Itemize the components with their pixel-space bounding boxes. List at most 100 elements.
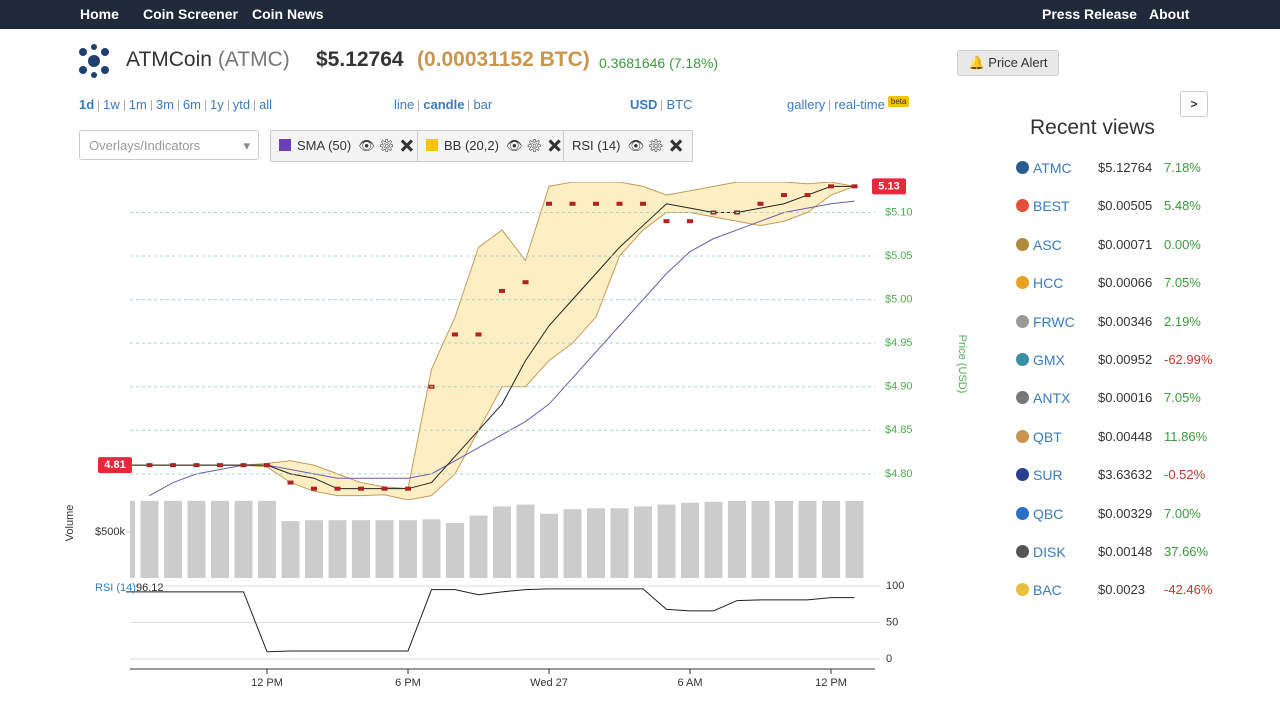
option-link[interactable]: real-time [834, 97, 885, 112]
coin-icon [1016, 314, 1029, 328]
indicator-chip[interactable]: SMA (50) 👁 ⚙ ✖ [270, 130, 425, 162]
option-link[interactable]: bar [473, 97, 493, 112]
indicator-chip[interactable]: BB (20,2) 👁 ⚙ ✖ [417, 130, 572, 162]
coin-change: 5.48% [1164, 198, 1201, 214]
y-tick-label: $4.95 [885, 337, 913, 349]
volume-bars [130, 500, 864, 578]
coin-symbol[interactable]: DISK [1033, 544, 1066, 560]
coin-price: $3.63632 [1098, 467, 1153, 483]
y-tick-label: $5.10 [885, 206, 913, 218]
mode-selector: gallery real-time beta [787, 96, 910, 112]
separator [123, 100, 125, 112]
price-badge-label: 5.13 [878, 180, 899, 192]
nav-link[interactable]: Coin News [252, 6, 324, 22]
nav-link[interactable]: About [1149, 6, 1190, 22]
coin-price: $0.00071 [1098, 236, 1153, 252]
option-link[interactable]: BTC [666, 97, 693, 112]
separator [98, 100, 100, 112]
volume-bar [751, 500, 770, 578]
coin-symbol[interactable]: FRWC [1033, 313, 1075, 330]
coin-symbol[interactable]: ANTX [1033, 390, 1071, 407]
volume-bar [352, 520, 370, 578]
option-link[interactable]: 1d [79, 97, 95, 112]
rsi-label: RSI (14): [95, 582, 139, 594]
coin-symbol[interactable]: HCC [1033, 275, 1064, 292]
rsi-tick-label: 50 [886, 616, 898, 628]
option-link[interactable]: line [394, 97, 415, 112]
volume-bar [234, 500, 253, 578]
price-alert-button[interactable]: 🔔 Price Alert [957, 50, 1059, 76]
close-mark [240, 463, 247, 468]
close-mark [193, 463, 200, 468]
overlay-dropdown[interactable]: Overlays/Indicators ▾ [79, 130, 259, 160]
option-link[interactable]: ytd [232, 97, 251, 112]
coin-symbol[interactable]: BEST [1033, 198, 1070, 215]
x-tick-label: 12 PM [251, 677, 283, 689]
indicator-chip[interactable]: RSI (14) 👁 ⚙ ✖ [563, 130, 694, 162]
volume-bar [845, 500, 864, 578]
coin-icon [1016, 468, 1029, 482]
coin-price: $0.00016 [1098, 390, 1153, 406]
option-link[interactable]: 1w [103, 97, 120, 112]
option-link[interactable]: 1y [209, 97, 224, 112]
close-mark [569, 201, 576, 206]
y-tick-label: $4.85 [885, 424, 913, 436]
coin-change: 0.00% [1164, 236, 1201, 252]
coin-symbol[interactable]: QBC [1033, 505, 1064, 522]
coin-change: -42.46% [1164, 582, 1213, 598]
price-usd: $5.12764 [316, 48, 404, 71]
coin-price: $0.00066 [1098, 275, 1153, 291]
volume-bar [634, 506, 652, 578]
price-badge [98, 457, 132, 474]
coin-symbol[interactable]: ATMC [1033, 160, 1072, 176]
option-link[interactable]: 1m [128, 97, 147, 112]
range-selector: 1d 1w 1m 3m 6m 1y ytd all [79, 97, 272, 112]
option-link[interactable]: 6m [182, 97, 201, 112]
coin-icon [1016, 276, 1029, 290]
price-badge [872, 178, 906, 195]
coin-price: $5.12764 [1098, 160, 1153, 175]
close-mark [405, 486, 411, 491]
x-tick-label: 12 PM [815, 677, 847, 689]
close-mark [264, 463, 270, 468]
coin-symbol[interactable]: QBT [1033, 428, 1062, 445]
volume-bar [130, 500, 135, 578]
rsi-tick-label: 0 [886, 653, 892, 665]
nav-link[interactable]: Press Release [1042, 6, 1137, 22]
indicator-label: SMA (50) [297, 138, 352, 153]
nav-link[interactable]: Coin Screener [143, 6, 238, 22]
coin-price: $0.0023 [1098, 582, 1145, 598]
volume-bar [328, 520, 347, 578]
close-mark [781, 193, 787, 198]
coin-symbol[interactable]: ASC [1033, 236, 1062, 253]
close-mark [616, 201, 623, 206]
coin-price: $0.00505 [1098, 198, 1153, 214]
volume-bar [775, 500, 793, 578]
nav-link[interactable]: Home [80, 6, 119, 22]
coin-change: 7.05% [1164, 275, 1201, 291]
option-link[interactable]: gallery [787, 97, 826, 112]
volume-bar [281, 521, 300, 578]
coin-icon [1016, 545, 1029, 558]
coin-price: $0.00148 [1098, 544, 1153, 559]
option-link[interactable]: 3m [155, 97, 174, 112]
option-link[interactable]: USD [630, 97, 658, 112]
coin-change: -0.52% [1164, 467, 1206, 483]
coin-symbol[interactable]: BAC [1033, 582, 1062, 599]
volume-bar [704, 501, 723, 578]
coin-symbol[interactable]: SUR [1033, 467, 1063, 484]
volume-bar [164, 500, 182, 578]
volume-bar [305, 520, 323, 578]
expand-button[interactable]: > [1180, 91, 1208, 117]
close-mark [217, 463, 223, 468]
close-mark [311, 486, 317, 491]
coin-symbol[interactable]: GMX [1033, 352, 1065, 368]
close-mark [358, 486, 364, 491]
separator [227, 100, 229, 112]
option-link[interactable]: candle [423, 97, 465, 112]
close-mark [381, 486, 388, 491]
option-link[interactable]: all [259, 97, 273, 112]
x-tick-label: Wed 27 [530, 677, 568, 689]
price-btc: (0.00031152 BTC) [417, 48, 590, 71]
